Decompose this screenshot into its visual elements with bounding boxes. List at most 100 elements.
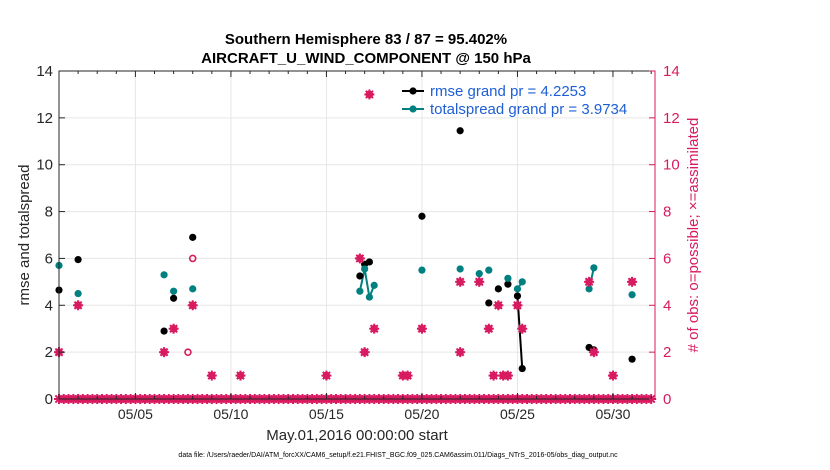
obs-assimilated-point (455, 347, 466, 358)
y-tick-label-left: 14 (36, 63, 53, 80)
totalspread-point (585, 285, 593, 293)
obs-assimilated-point (584, 276, 595, 287)
obs-assimilated-stroke (159, 347, 169, 357)
x-tick-label: 05/30 (595, 406, 630, 422)
obs-assimilated-stroke (369, 324, 379, 334)
obs-assimilated-stroke (494, 300, 503, 310)
totalspread-point (370, 281, 378, 289)
obs-assimilated-point (416, 323, 427, 334)
obs-assimilated-point (488, 370, 499, 381)
obs-assimilated-stroke (455, 347, 465, 357)
obs-assimilated-stroke (403, 371, 412, 380)
obs-assimilated-point (187, 300, 198, 311)
data-file-footer: data file: /Users/raeder/DAI/ATM_forcXX/… (178, 452, 618, 459)
obs-assimilated-point (474, 276, 485, 287)
obs-assimilated-stroke (207, 371, 217, 380)
rmse-point (365, 258, 374, 266)
totalspread-point (518, 278, 526, 286)
x-tick-label: 05/05 (118, 406, 153, 422)
obs-assimilated-stroke (360, 347, 369, 357)
obs-assimilated-stroke (489, 371, 498, 380)
totalspread-point (160, 271, 168, 279)
obs-assimilated-point (627, 276, 638, 287)
obs-assimilated-point (359, 347, 370, 358)
rmse-point (518, 364, 526, 373)
y-tick-label-right: 4 (663, 297, 671, 314)
rmse-point (356, 272, 364, 280)
obs-assimilated-stroke (584, 277, 594, 287)
legend-marker-rmse (409, 87, 417, 95)
rmse-point (170, 294, 178, 302)
obs-assimilated-stroke (73, 300, 83, 310)
obs-assimilated-point (455, 276, 466, 287)
rmse-point (160, 327, 168, 335)
rmse-point (418, 212, 426, 220)
y-tick-label-left: 6 (45, 250, 53, 267)
y-tick-label-left: 4 (45, 297, 53, 314)
obs-assimilated-stroke (517, 324, 527, 334)
obs-possible-point (188, 254, 197, 263)
totalspread-point (418, 266, 426, 274)
obs-assimilated-stroke (417, 324, 427, 334)
rmse-point (513, 292, 522, 300)
totalspread-point (485, 266, 493, 274)
obs-assimilated-point (369, 323, 380, 334)
rmse-point (74, 256, 82, 264)
rmse-point (504, 280, 512, 288)
totalspread-point (170, 287, 178, 295)
obs-assimilated-stroke (188, 300, 198, 310)
obs-assimilated-stroke (474, 277, 484, 287)
totalspread-point (475, 270, 483, 278)
y-tick-label-left: 10 (36, 157, 53, 174)
obs-assimilated-point (73, 300, 84, 311)
obs-assimilated-stroke (627, 277, 637, 287)
totalspread-point (365, 293, 374, 301)
obs-possible-point (184, 348, 192, 356)
obs-assimilated-stroke (322, 371, 331, 380)
x-tick-label: 05/25 (500, 406, 535, 422)
obs-assimilated-point (493, 300, 504, 311)
obs-assimilated-point (512, 300, 523, 311)
rmse-point (456, 127, 464, 135)
totalspread-point (361, 265, 369, 273)
totalspread-point (74, 289, 82, 298)
obs-assimilated-stroke (236, 371, 245, 380)
y-axis-label-right: # of obs: o=possible; ×=assimilated (685, 118, 702, 353)
obs-assimilated-point (502, 370, 513, 381)
obs-assimilated-stroke (589, 347, 599, 357)
obs-assimilated-stroke (455, 277, 465, 287)
rmse-point (189, 233, 197, 241)
plot-frame (58, 70, 656, 400)
totalspread-line (358, 268, 376, 301)
obs-assimilated-point (364, 89, 375, 100)
rmse-point (494, 285, 502, 293)
series (54, 89, 638, 381)
y-tick-label-left: 12 (36, 110, 53, 127)
chart-title-line1: Southern Hemisphere 83 / 87 = 95.402% (225, 31, 507, 48)
obs-assimilated-point (588, 347, 599, 358)
obs-assimilated-point (402, 370, 413, 381)
totalspread-point (504, 274, 512, 282)
y-tick-label-right: 6 (663, 250, 671, 267)
totalspread-point (189, 285, 197, 293)
y-tick-label-right: 8 (663, 204, 671, 221)
y-tick-label-right: 0 (663, 391, 671, 408)
obs-assimilated-stroke (355, 254, 365, 263)
legend-label-totalspread: totalspread grand pr = 3.9734 (430, 101, 627, 118)
obs-assimilated-stroke (365, 90, 374, 99)
totalspread-point (513, 285, 522, 293)
obs-assimilated-point (159, 347, 170, 358)
x-tick-label: 05/15 (309, 406, 344, 422)
rmse-point (485, 299, 493, 307)
obs-assimilated-point (354, 253, 365, 264)
y-tick-label-left: 2 (45, 344, 53, 361)
y-tick-label-right: 12 (663, 110, 680, 127)
obs-assimilated-point (235, 370, 246, 381)
obs-assimilated-stroke (484, 324, 494, 334)
totalspread-point (628, 291, 636, 299)
axes: 05/05 05/10 05/15 05/20 05/25 05/30 0 2 4 6 8 10 12 1… (36, 63, 679, 422)
totalspread-point (456, 265, 464, 273)
y-axis-label-left: rmse and totalspread (16, 165, 33, 306)
